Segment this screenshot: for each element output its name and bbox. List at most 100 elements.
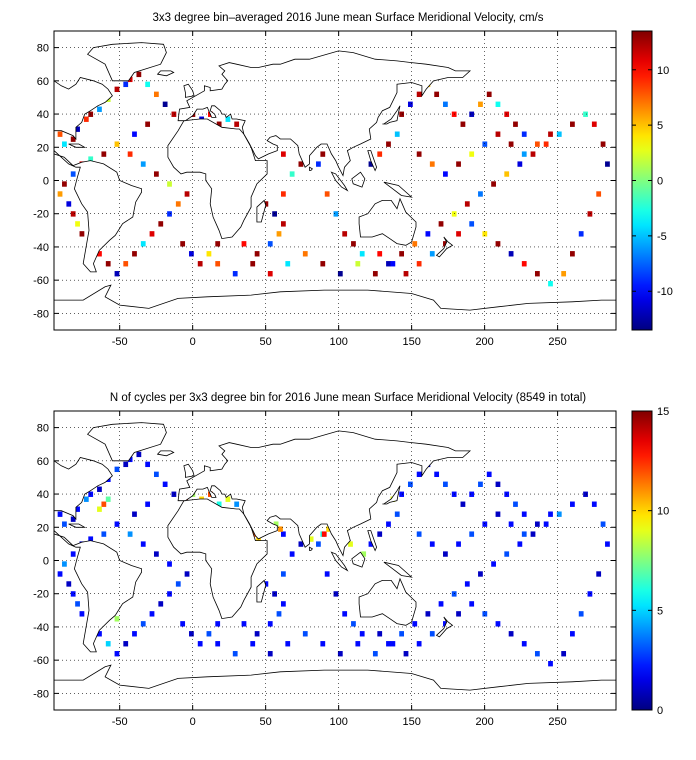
velocity-x-tick-label: 0 [190,336,196,348]
cycles-data-cell [62,561,67,567]
cycles-data-cell [342,611,348,617]
velocity-data-cell [197,261,203,267]
cycles-data-cell [140,541,146,547]
velocity-data-cell [443,101,448,107]
cycles-data-cell [105,496,111,502]
cycles-data-cell [184,571,190,577]
velocity-data-cell [97,106,102,112]
velocity-data-cell [342,231,348,237]
cycles-landmass [256,579,267,603]
cycles-data-cell [464,581,470,587]
cycles-data-cell [324,571,330,577]
velocity-data-cell [351,241,356,247]
cycles-landmass [54,664,616,710]
cycles-data-cell [390,641,396,647]
cycles-data-cell [386,521,391,527]
cycles-data-cell [75,601,80,607]
velocity-y-tick-label: -40 [33,242,49,254]
velocity-data-cell [495,101,501,107]
cycles-data-cell [456,541,461,547]
velocity-data-cell [145,81,151,88]
velocity-data-cell [189,251,194,257]
cycles-data-cell [70,551,76,557]
velocity-data-cell [386,261,391,267]
velocity-data-cell [333,211,339,217]
cycles-data-cell [278,526,283,532]
velocity-landmass [383,181,413,198]
cycles-data-cell [355,641,361,647]
cycles-landmass [351,551,366,568]
velocity-y-tick-label: -20 [33,209,49,221]
velocity-y-tick-label: 60 [37,76,49,88]
velocity-data-cell [486,91,492,98]
velocity-data-cell [215,261,221,267]
velocity-data-cell [469,151,475,157]
velocity-landmass [177,50,472,177]
cycles-data-cell [377,531,383,537]
velocity-data-cell [359,251,365,257]
velocity-data-cell [443,171,448,177]
cycles-data-cell [429,631,435,637]
velocity-data-cell [302,251,308,257]
velocity-landmass [54,284,616,330]
cycles-data-cell [123,641,129,647]
velocity-data-cell [456,161,461,167]
velocity-data-cell [267,241,273,247]
cycles-x-tick-label: 100 [329,716,347,728]
velocity-data-cell [578,231,584,237]
cycles-data-cell [600,521,606,527]
velocity-data-cell [101,151,107,157]
velocity-data-cell [320,151,326,157]
velocity-data-cell [508,251,514,257]
velocity-colorbar-tick-label: 0 [657,176,663,188]
cycles-data-cell [548,660,553,667]
cycle-count-map-chart: -50 0 50 100 150 200 250806040200-20-40-60-801… [33,406,669,728]
velocity-data-cell [482,141,488,147]
cycles-x-tick-label: 0 [190,716,196,728]
velocity-data-cell [140,161,146,167]
velocity-data-cell [123,81,129,88]
cycles-data-cell [570,501,575,507]
velocity-data-cell [443,241,448,247]
velocity-data-cell [372,271,378,277]
cycles-data-cell [534,521,540,527]
velocity-data-cell [75,126,80,132]
cycles-landmass [383,561,413,578]
cycles-data-cell [605,541,610,547]
cycles-data-cell [75,506,80,512]
cycles-data-cell [508,521,514,527]
velocity-data-cell [280,191,286,197]
cycles-landmass [68,523,87,528]
velocity-x-tick-label: -50 [112,336,128,348]
cycles-data-cell [57,571,63,577]
velocity-data-cell [171,111,177,117]
cycles-data-cell [359,631,365,637]
cycles-landmass [382,485,401,505]
velocity-landmass [367,150,378,172]
cycles-data-cell [70,591,76,597]
cycles-colorbar [631,410,653,711]
velocity-data-cell [132,251,137,257]
cycles-data-cell [175,581,181,587]
cycles-data-cell [308,536,314,542]
cycles-data-cell [326,526,332,532]
cycles-x-tick-label: 50 [260,716,272,728]
velocity-data-cell [140,241,146,247]
cycles-data-cell [289,551,295,557]
cycles-data-cell [377,631,383,637]
velocity-data-cell [399,111,405,117]
velocity-data-cell [416,261,422,267]
velocity-data-cell [587,211,593,217]
velocity-data-cell [591,121,597,127]
velocity-data-cell [521,151,527,157]
velocity-data-cell [70,211,76,217]
velocity-data-cell [250,261,256,267]
cycles-data-cell [469,601,475,607]
cycles-data-cell [469,491,475,497]
velocity-data-cell [158,221,164,227]
velocity-data-cell [127,76,133,83]
velocity-data-cell [556,131,562,137]
velocity-data-cell [464,201,470,207]
cycles-x-tick-label: 150 [402,716,420,728]
cycles-data-cell [534,651,540,657]
